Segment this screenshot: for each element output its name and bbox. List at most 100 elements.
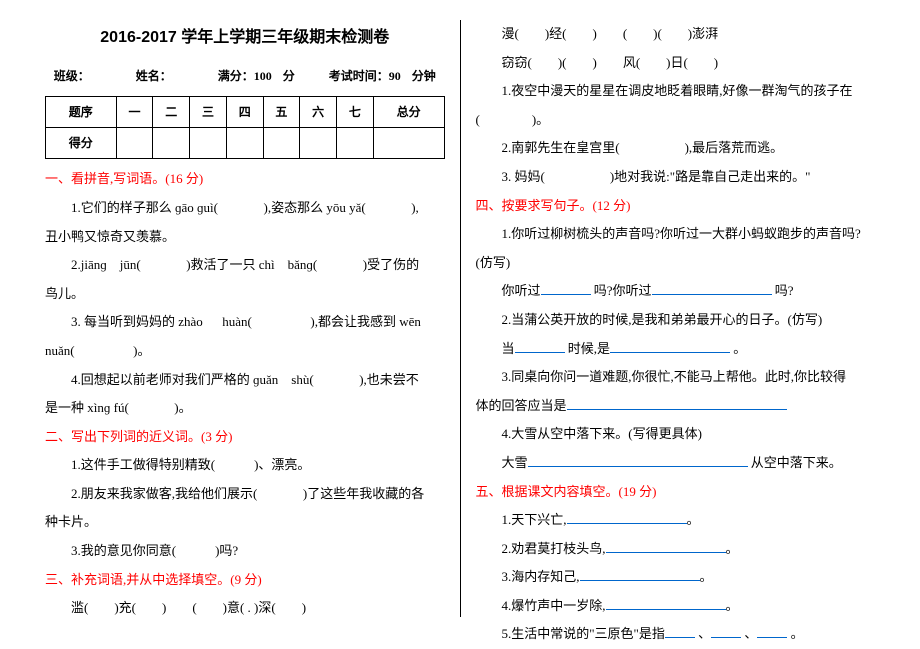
td [153, 127, 190, 158]
blank [580, 568, 700, 581]
th: 七 [337, 96, 374, 127]
t: 1.天下兴亡, [502, 512, 567, 527]
t: 吗?你听过 [594, 283, 652, 298]
td [373, 127, 444, 158]
q-text: 漫( )经( ) ( )( )澎湃 [476, 20, 876, 49]
q-text: 大雪 从空中落下来。 [476, 449, 876, 478]
section-2-head: 二、写出下列词的近义词。(3 分) [45, 423, 445, 452]
td: 得分 [46, 127, 117, 158]
section-1-head: 一、看拼音,写词语。(16 分) [45, 165, 445, 194]
q-text: 3. 每当听到妈妈的 zhào huàn( ),都会让我感到 wēn [45, 308, 445, 337]
t: 2.朋友来我家做客,我给他们展示( [71, 486, 257, 501]
th: 四 [226, 96, 263, 127]
t: )。 [133, 343, 150, 358]
blank [567, 397, 787, 410]
q-text: 1.你听过柳树梳头的声音吗?你听过一大群小蚂蚁跑步的声音吗? [476, 220, 876, 249]
q-text: 窃窃( )( ) 风( )日( ) [476, 49, 876, 78]
t: nuǎn( [45, 343, 75, 358]
t: 吗? [775, 283, 794, 298]
exam-title: 2016-2017 学年上学期三年级期末检测卷 [45, 20, 445, 55]
q-text: 体的回答应当是 [476, 392, 876, 421]
class-label: 班级： [54, 69, 90, 83]
t: 、 [698, 626, 711, 641]
blank [610, 340, 730, 353]
q-text: 当 时候,是 。 [476, 335, 876, 364]
t: ),也未尝不 [359, 372, 419, 387]
q-text: 3.海内存知己, 。 [476, 563, 876, 592]
td [337, 127, 374, 158]
exam-page: 2016-2017 学年上学期三年级期末检测卷 班级： 姓名： 满分：100 分… [0, 0, 920, 637]
t: 2.jiānɡ jūn( [71, 257, 141, 272]
section-5-head: 五、根据课文内容填空。(19 分) [476, 478, 876, 507]
q-text: 1.它们的样子那么 ɡāo ɡuì( ),姿态那么 yōu yǎ( ), [45, 194, 445, 223]
q-text: 你听过 吗?你听过 吗? [476, 277, 876, 306]
th: 六 [300, 96, 337, 127]
q-text: 1.夜空中漫天的星星在调皮地眨着眼睛,好像一群淘气的孩子在 [476, 77, 876, 106]
t: 你听过 [502, 283, 541, 298]
t: 3. 每当听到妈妈的 zhào huàn( [71, 314, 252, 329]
full-score: 满分：100 分 [218, 69, 295, 83]
q-text: 2.当蒲公英开放的时候,是我和弟弟最开心的日子。(仿写) [476, 306, 876, 335]
q-text: 2.jiānɡ jūn( )救活了一只 chì bǎnɡ( )受了伤的 [45, 251, 445, 280]
q-text: 1.这件手工做得特别精致( )、漂亮。 [45, 451, 445, 480]
blank [541, 282, 591, 295]
t: )救活了一只 chì bǎnɡ( [186, 257, 317, 272]
blank [652, 282, 772, 295]
q-text: 种卡片。 [45, 508, 445, 537]
left-column: 2016-2017 学年上学期三年级期末检测卷 班级： 姓名： 满分：100 分… [30, 20, 461, 617]
right-column: 漫( )经( ) ( )( )澎湃 窃窃( )( ) 风( )日( ) 1.夜空… [461, 20, 891, 617]
q-text: 3.我的意见你同意( )吗? [45, 537, 445, 566]
exam-info: 班级： 姓名： 满分：100 分 考试时间：90 分钟 [45, 63, 445, 89]
t: 体的回答应当是 [476, 398, 567, 413]
q-text: 丑小鸭又惊奇又羡慕。 [45, 223, 445, 252]
blank [606, 597, 726, 610]
q-text: nuǎn( )。 [45, 337, 445, 366]
t: 时候,是 [568, 341, 610, 356]
q-text: 2.南郭先生在皇宫里( ),最后落荒而逃。 [476, 134, 876, 163]
score-table: 题序 一 二 三 四 五 六 七 总分 得分 [45, 96, 445, 160]
th: 二 [153, 96, 190, 127]
t: 4.回想起以前老师对我们严格的 ɡuǎn shù( [71, 372, 314, 387]
t: 是一种 xìnɡ fú( [45, 400, 129, 415]
table-row: 得分 [46, 127, 445, 158]
blank [515, 340, 565, 353]
q-text: 4.大雪从空中落下来。(写得更具体) [476, 420, 876, 449]
q-text: 3.同桌向你问一道难题,你很忙,不能马上帮他。此时,你比较得 [476, 363, 876, 392]
t: ), [411, 200, 419, 215]
section-3-head: 三、补充词语,并从中选择填空。(9 分) [45, 566, 445, 595]
t: 4.爆竹声中一岁除, [502, 598, 606, 613]
q-text: (仿写) [476, 249, 876, 278]
q-text: 1.天下兴亡,。 [476, 506, 876, 535]
blank [528, 454, 748, 467]
q-text: 2.朋友来我家做客,我给他们展示( )了这些年我收藏的各 [45, 480, 445, 509]
t: 、 [744, 626, 757, 641]
td [190, 127, 227, 158]
th: 三 [190, 96, 227, 127]
q-text: 5.生活中常说的"三原色"是指 、 、 。 [476, 620, 876, 649]
t: )了这些年我收藏的各 [303, 486, 424, 501]
q-text: 4.回想起以前老师对我们严格的 ɡuǎn shù( ),也未尝不 [45, 366, 445, 395]
t: 当 [502, 341, 515, 356]
t: 3.海内存知己, [502, 569, 580, 584]
q-text: 3. 妈妈( )地对我说:"路是靠自己走出来的。" [476, 163, 876, 192]
q-text: 是一种 xìnɡ fú( )。 [45, 394, 445, 423]
q-text: ( )。 [476, 106, 876, 135]
q-text: 4.爆竹声中一岁除, 。 [476, 592, 876, 621]
blank [567, 511, 687, 524]
q-text: 2.劝君莫打枝头鸟,。 [476, 535, 876, 564]
blank [606, 540, 726, 553]
t: 。 [726, 598, 739, 613]
th: 题序 [46, 96, 117, 127]
t: 5.生活中常说的"三原色"是指 [502, 626, 665, 641]
section-4-head: 四、按要求写句子。(12 分) [476, 192, 876, 221]
td [116, 127, 153, 158]
t: )。 [174, 400, 191, 415]
t: 。 [700, 569, 713, 584]
t: 。 [791, 626, 804, 641]
t: 。 [726, 541, 739, 556]
t: )受了伤的 [363, 257, 419, 272]
q-text: 滥( )充( ) ( )意( . )深( ) [45, 594, 445, 623]
table-row: 题序 一 二 三 四 五 六 七 总分 [46, 96, 445, 127]
t: 从空中落下来。 [751, 455, 842, 470]
q-text: 鸟儿。 [45, 280, 445, 309]
